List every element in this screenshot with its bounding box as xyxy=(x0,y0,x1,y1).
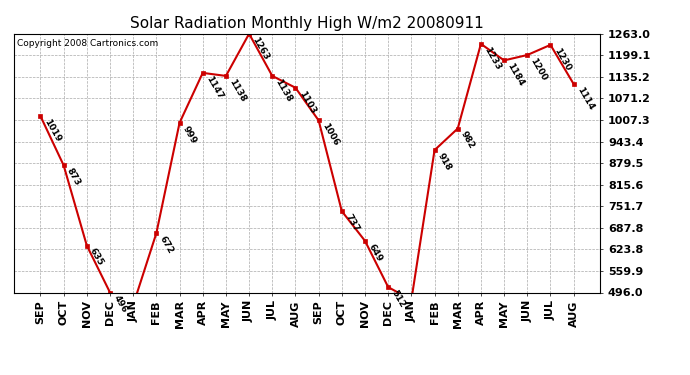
Text: 1233: 1233 xyxy=(482,45,502,71)
Text: 1138: 1138 xyxy=(274,77,294,104)
Text: 1200: 1200 xyxy=(529,56,549,82)
Text: 1138: 1138 xyxy=(227,77,248,104)
Text: 737: 737 xyxy=(343,213,360,234)
Text: 672: 672 xyxy=(158,234,175,255)
Text: 512: 512 xyxy=(390,288,406,309)
Text: 1230: 1230 xyxy=(552,46,572,72)
Text: Copyright 2008 Cartronics.com: Copyright 2008 Cartronics.com xyxy=(17,39,158,48)
Text: 649: 649 xyxy=(366,242,384,263)
Text: 1103: 1103 xyxy=(297,89,317,115)
Text: 1147: 1147 xyxy=(204,74,224,100)
Text: 999: 999 xyxy=(181,124,198,145)
Text: 873: 873 xyxy=(65,167,82,188)
Text: 1006: 1006 xyxy=(320,122,340,148)
Text: 1263: 1263 xyxy=(250,35,270,61)
Title: Solar Radiation Monthly High W/m2 20080911: Solar Radiation Monthly High W/m2 200809… xyxy=(130,16,484,31)
Text: 982: 982 xyxy=(459,130,476,151)
Text: 1019: 1019 xyxy=(42,117,62,144)
Text: 459: 459 xyxy=(0,374,1,375)
Text: 918: 918 xyxy=(436,152,453,172)
Text: 635: 635 xyxy=(88,247,106,268)
Text: 1184: 1184 xyxy=(506,62,526,88)
Text: 474: 474 xyxy=(0,374,1,375)
Text: 1114: 1114 xyxy=(575,86,595,112)
Text: 496: 496 xyxy=(111,294,129,315)
